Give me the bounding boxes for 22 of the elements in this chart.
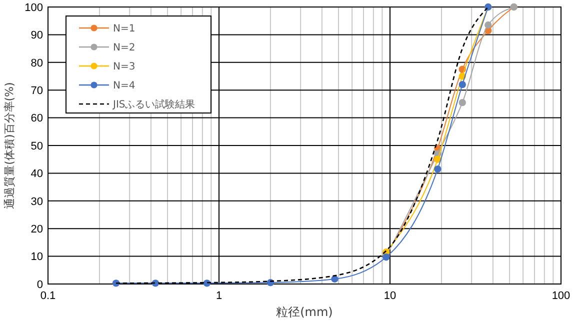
y-axis-title: 通過質量(体積)百分率(%) bbox=[3, 82, 16, 209]
y-tick-label: 40 bbox=[30, 168, 43, 180]
x-tick-label: 10 bbox=[384, 290, 396, 302]
y-tick-label: 100 bbox=[24, 2, 43, 14]
y-tick-label: 0 bbox=[36, 278, 43, 291]
x-tick-label: 100 bbox=[552, 290, 570, 302]
y-tick-label: 70 bbox=[30, 84, 43, 97]
legend-label: N=1 bbox=[113, 24, 136, 34]
y-tick-label: 20 bbox=[30, 223, 43, 236]
x-tick-label: 1 bbox=[216, 290, 222, 302]
legend-label: N=2 bbox=[113, 42, 136, 54]
legend-label: N=3 bbox=[113, 62, 136, 72]
y-tick-label: 10 bbox=[30, 251, 43, 264]
y-tick-label: 90 bbox=[30, 30, 43, 42]
x-axis-title: 粒径(mm) bbox=[276, 305, 333, 319]
legend-label: N=4 bbox=[113, 80, 136, 92]
y-tick-label: 60 bbox=[30, 112, 43, 125]
x-tick-label: 0.1 bbox=[40, 290, 56, 302]
y-tick-label: 80 bbox=[30, 57, 43, 70]
y-tick-label: 50 bbox=[30, 140, 43, 152]
legend-label: JISふるい試験結果 bbox=[112, 98, 196, 110]
y-tick-label: 30 bbox=[30, 196, 43, 208]
